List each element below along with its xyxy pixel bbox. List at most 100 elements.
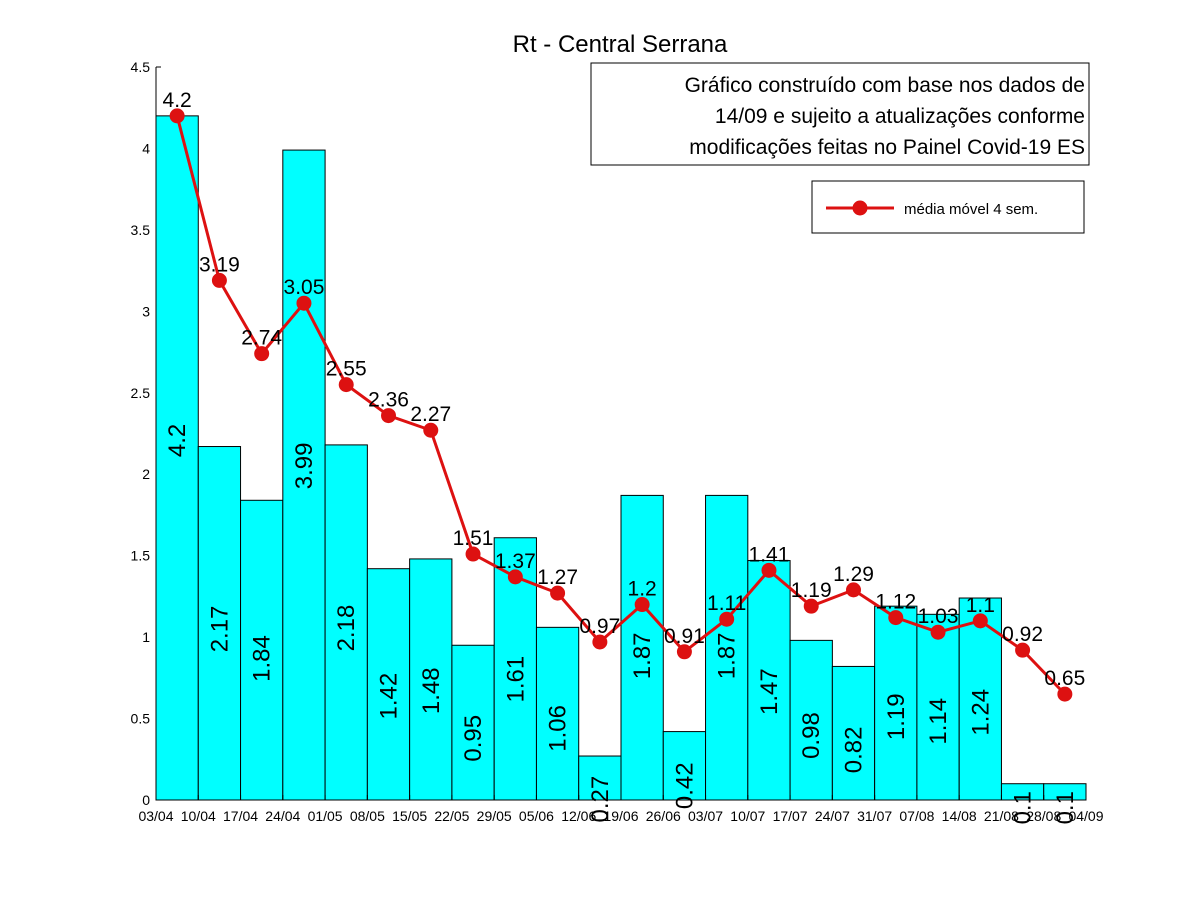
bar-value-label: 0.98 [798, 712, 825, 759]
bar [324, 444, 368, 801]
y-tick-label: 2 [142, 466, 150, 482]
line-value-label: 4.2 [163, 89, 192, 112]
x-tick-label: 19/06 [603, 808, 638, 824]
line-value-label: 2.74 [241, 327, 282, 350]
line-point [803, 598, 819, 614]
bar-value-label: 1.14 [925, 698, 952, 745]
bar-value-label: 1.47 [756, 668, 783, 715]
bar [409, 558, 453, 801]
x-tick-label: 22/05 [434, 808, 469, 824]
line-point [1015, 642, 1031, 658]
x-tick-label: 24/07 [815, 808, 850, 824]
bar-value-label: 4.2 [164, 424, 191, 457]
bar [282, 149, 326, 801]
bar-value-label: 3.99 [291, 443, 318, 490]
line-value-label: 0.91 [664, 625, 705, 648]
line-value-label: 3.19 [199, 253, 240, 276]
line-point [423, 422, 439, 438]
line-value-label: 1.2 [628, 578, 657, 601]
bar-value-label: 1.87 [629, 632, 656, 679]
bar-value-label: 1.87 [714, 632, 741, 679]
line-value-label: 3.05 [284, 276, 325, 299]
line-value-label: 2.55 [326, 358, 367, 381]
line-point [761, 562, 777, 578]
bar [620, 494, 664, 801]
x-tick-label: 03/07 [688, 808, 723, 824]
x-tick-label: 28/08 [1026, 808, 1061, 824]
line-value-label: 0.97 [579, 615, 620, 638]
bar [1043, 783, 1087, 801]
line-point [972, 613, 988, 629]
x-tick-label: 17/07 [773, 808, 808, 824]
legend-label: média móvel 4 sem. [904, 201, 1038, 218]
bar-value-label: 1.61 [502, 656, 529, 703]
bar-value-label: 2.17 [206, 606, 233, 653]
line-value-label: 1.1 [966, 594, 995, 617]
annotation-frame [590, 62, 1090, 166]
line-value-label: 0.65 [1044, 667, 1085, 690]
line-point [719, 611, 735, 627]
x-tick-label: 05/06 [519, 808, 554, 824]
x-tick-label: 31/07 [857, 808, 892, 824]
line-point [592, 634, 608, 650]
y-tick-label: 3 [142, 303, 150, 319]
line-value-label: 2.36 [368, 389, 409, 412]
bar [705, 494, 749, 801]
x-tick-label: 10/04 [181, 808, 216, 824]
annotation-line-1: Gráfico construído com base nos dados de [685, 74, 1085, 97]
bar-value-label: 1.19 [883, 693, 910, 740]
line-point [296, 295, 312, 311]
bar [874, 605, 918, 801]
bar [831, 665, 876, 801]
legend: média móvel 4 sem. [811, 180, 1085, 234]
x-tick-label: 24/04 [265, 808, 300, 824]
y-tick-label: 1.5 [131, 548, 151, 564]
x-tick-label: 03/04 [138, 808, 173, 824]
line-value-label: 1.37 [495, 550, 536, 573]
x-tick-label: 29/05 [477, 808, 512, 824]
legend-marker [852, 200, 868, 216]
y-tick-label: 0.5 [131, 711, 151, 727]
x-tick-label: 26/06 [646, 808, 681, 824]
line-value-label: 0.92 [1002, 623, 1043, 646]
series-line-media-movel [175, 115, 1066, 696]
y-tick-label: 4.5 [131, 59, 151, 75]
x-tick-label: 01/05 [308, 808, 343, 824]
bar [747, 560, 791, 801]
line-point [888, 610, 904, 626]
bar [366, 568, 411, 801]
line-point [254, 346, 270, 362]
annotation-line-3: modificações feitas no Painel Covid-19 E… [689, 136, 1085, 159]
x-tick-label: 21/08 [984, 808, 1019, 824]
line-value-label: 1.11 [707, 592, 746, 615]
line-value-label: 1.41 [749, 543, 790, 566]
x-tick-label: 12/06 [561, 808, 596, 824]
x-tick-label: 17/04 [223, 808, 258, 824]
line-value-label: 1.27 [537, 566, 578, 589]
x-tick-label: 08/05 [350, 808, 385, 824]
line-point [465, 546, 481, 562]
line-point [930, 624, 946, 640]
line-point [338, 377, 354, 393]
line-value-label: 1.29 [833, 563, 874, 586]
annotation-line-2: 14/09 e sujeito a atualizações conforme [715, 105, 1085, 128]
line-value-label: 2.27 [410, 403, 451, 426]
y-tick-label: 1 [142, 629, 150, 645]
y-tick-label: 0 [142, 792, 150, 808]
bar-value-label: 1.84 [249, 635, 276, 682]
bar [535, 626, 580, 801]
line-value-label: 1.51 [453, 527, 494, 550]
y-tick-label: 2.5 [131, 385, 151, 401]
x-tick-label: 10/07 [730, 808, 765, 824]
x-tick-label: 04/09 [1068, 808, 1103, 824]
bar-value-label: 0.95 [460, 715, 487, 762]
x-tick-label: 15/05 [392, 808, 427, 824]
x-tick-label: 14/08 [942, 808, 977, 824]
bar [155, 115, 199, 801]
bar [578, 755, 622, 801]
chart-title: Rt - Central Serrana [513, 31, 728, 58]
y-tick-label: 3.5 [131, 222, 151, 238]
line-point [169, 108, 185, 124]
bar [662, 731, 707, 801]
